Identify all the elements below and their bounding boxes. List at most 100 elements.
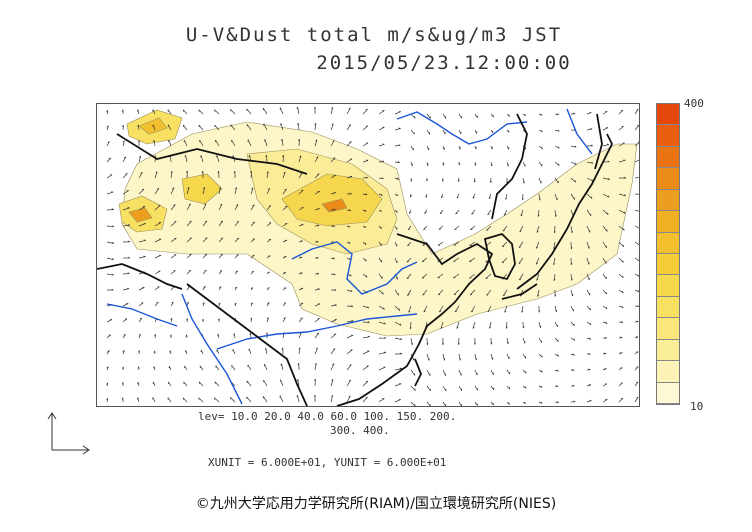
wind-vector	[234, 237, 240, 243]
wind-vector	[618, 193, 626, 197]
wind-vector	[200, 155, 204, 163]
wind-vector-head	[297, 363, 300, 366]
wind-vector-head	[235, 286, 238, 289]
wind-vector-head	[169, 334, 172, 337]
wind-vector-head	[557, 354, 559, 357]
wind-vector	[453, 289, 460, 296]
wind-vector	[122, 224, 130, 227]
wind-vector-head	[422, 294, 425, 296]
wind-vector	[570, 193, 575, 200]
wind-vector	[184, 365, 188, 371]
wind-vector	[154, 301, 159, 307]
coast-taiwan	[414, 358, 422, 387]
wind-vector	[488, 193, 492, 200]
wind-vector-head	[555, 309, 558, 313]
wind-vector-head	[518, 246, 521, 248]
wind-vector	[248, 348, 252, 355]
wind-vector	[453, 273, 460, 279]
map-canvas	[97, 106, 639, 406]
wind-vector	[330, 333, 337, 339]
wind-vector	[502, 289, 508, 296]
wind-vector	[458, 369, 462, 376]
wind-vector	[281, 363, 284, 371]
wind-vector	[438, 225, 444, 230]
wind-vector-head	[525, 371, 527, 374]
wind-vector	[183, 139, 188, 147]
wind-vector-head	[556, 401, 559, 403]
wind-vector	[106, 334, 111, 339]
wind-vector	[230, 397, 236, 403]
wind-vector-head	[536, 230, 539, 233]
wind-vector	[362, 108, 368, 115]
wind-vector-head	[456, 326, 459, 329]
wind-vector	[250, 171, 252, 179]
wind-vector-head	[349, 209, 352, 212]
wind-vector	[202, 253, 208, 259]
wind-vector-head	[367, 321, 370, 323]
wind-vector-head	[574, 145, 577, 148]
wind-vector	[454, 225, 460, 230]
wind-vector	[298, 302, 304, 307]
color-legend-swatch	[657, 211, 679, 233]
wind-vector-head	[454, 310, 458, 313]
wind-vector	[122, 140, 125, 147]
wind-vector-head	[136, 397, 139, 400]
wind-vector	[263, 123, 268, 131]
wind-vector-head	[444, 358, 446, 361]
wind-vector	[246, 124, 252, 131]
wind-vector	[250, 238, 256, 243]
wind-vector	[456, 193, 460, 199]
wind-vector-head	[155, 171, 158, 174]
wind-vector	[522, 337, 526, 344]
wind-vector-head	[623, 211, 626, 214]
wind-vector-head	[570, 262, 573, 265]
wind-vector	[346, 320, 354, 323]
wind-vector	[378, 398, 385, 403]
wind-vector	[410, 337, 413, 345]
wind-vector	[298, 207, 304, 211]
dust-map	[96, 103, 640, 407]
wind-vector-head	[554, 294, 557, 297]
wind-vector-head	[300, 317, 303, 319]
wind-vector-head	[607, 195, 610, 198]
wind-vector	[570, 225, 573, 233]
wind-vector	[279, 107, 284, 115]
wind-vector-head	[365, 259, 367, 262]
wind-vector	[314, 332, 320, 339]
wind-vector	[378, 143, 385, 147]
map-timestamp: 2015/05/23.12:00:00	[316, 52, 572, 74]
wind-vector-head	[300, 256, 303, 258]
wind-vector-head	[472, 196, 475, 199]
wind-vector-head	[316, 156, 319, 158]
wind-vector	[554, 161, 560, 166]
wind-vector-head	[541, 146, 543, 150]
wind-vector	[362, 257, 367, 262]
wind-vector-head	[574, 162, 577, 165]
wind-vector-head	[349, 141, 352, 143]
wind-vector-head	[107, 141, 110, 143]
wind-vector-head	[267, 188, 270, 190]
wind-vector	[314, 363, 317, 371]
wind-vector	[553, 241, 556, 249]
wind-vector-head	[204, 203, 207, 206]
wind-vector	[234, 221, 239, 227]
wind-vector	[378, 366, 386, 371]
wind-vector-head	[127, 256, 130, 259]
wind-vector	[485, 273, 492, 279]
wind-vector	[474, 401, 478, 406]
wind-vector	[167, 109, 172, 115]
wind-vector-head	[106, 366, 109, 369]
wind-vector	[250, 317, 253, 323]
wind-vector	[298, 347, 301, 355]
wind-vector-head	[365, 275, 368, 278]
wind-vector	[634, 257, 639, 262]
wind-vector	[522, 193, 524, 200]
wind-vector-head	[409, 212, 412, 214]
wind-vector	[618, 110, 624, 115]
wind-vector	[138, 256, 146, 259]
wind-vector-head	[423, 228, 426, 230]
wind-vector-head	[219, 270, 223, 272]
wind-vector	[231, 365, 236, 371]
wind-vector	[281, 139, 284, 147]
wind-vector	[218, 237, 224, 243]
